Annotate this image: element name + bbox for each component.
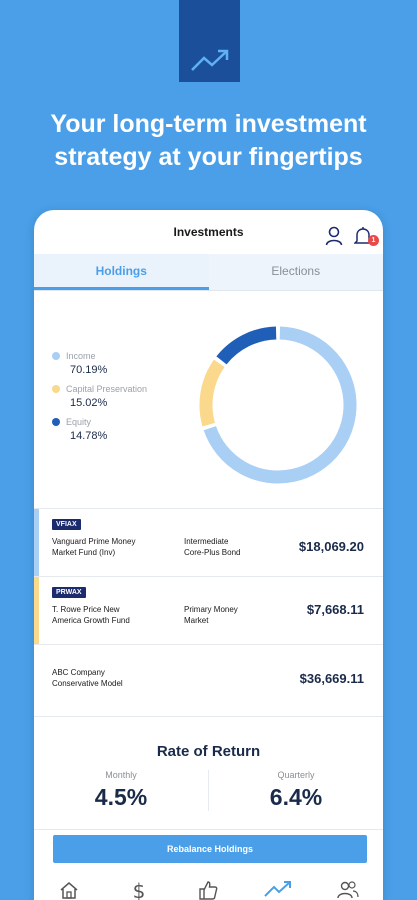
fund-category-line1: Intermediate <box>184 537 229 546</box>
fund-value: $18,069.20 <box>298 539 364 554</box>
legend-pct: 14.78% <box>70 430 108 442</box>
fund-category-line2: Core-Plus Bond <box>184 548 241 557</box>
rate-of-return-title: Rate of Return <box>156 743 261 760</box>
home-icon <box>60 882 78 899</box>
allocation-section: Income 70.19% Capital Preservation 15.02… <box>34 291 383 509</box>
trend-up-icon <box>264 881 292 897</box>
user-icon[interactable] <box>325 226 343 246</box>
monthly-return: Monthly 4.5% <box>34 770 208 811</box>
income-dot <box>52 352 60 360</box>
fund-name-line1: T. Rowe Price New <box>52 605 120 614</box>
tab-bar: Holdings Elections <box>34 254 383 291</box>
nav-performance[interactable] <box>243 876 313 900</box>
rebalance-holdings-button[interactable]: Rebalance Holdings <box>53 835 367 863</box>
monthly-value: 4.5% <box>94 784 148 810</box>
nav-people[interactable] <box>313 876 383 900</box>
brand-badge <box>179 0 240 82</box>
trend-up-icon <box>190 49 228 71</box>
monthly-label: Monthly <box>105 770 137 780</box>
holding-row[interactable]: VFIAX Vanguard Prime Money Market Fund (… <box>34 509 383 577</box>
legend-item-capital-preservation: Capital Preservation 15.02% <box>52 384 147 409</box>
fund-value: $7,668.11 <box>306 602 364 617</box>
headline-line1: Your long-term investment <box>50 110 367 138</box>
chart-legend: Income 70.19% Capital Preservation 15.02… <box>52 351 147 450</box>
legend-item-equity: Equity 14.78% <box>52 417 147 442</box>
legend-pct: 15.02% <box>70 397 108 409</box>
holding-color-stripe <box>34 577 39 644</box>
bell-icon[interactable] <box>354 226 372 246</box>
thumbs-up-icon <box>199 881 218 900</box>
phone-screen: Investments 1 Holdings Elections Income … <box>34 210 383 900</box>
legend-label: Capital Preservation <box>66 384 148 394</box>
bottom-nav: $ <box>34 876 383 900</box>
headline-line2: strategy at your fingertips <box>54 143 363 171</box>
rate-of-return-section: Rate of Return Monthly 4.5% Quarterly 6.… <box>34 717 383 830</box>
capital-preservation-dot <box>52 385 60 393</box>
legend-label: Equity <box>66 417 92 427</box>
fund-value: $36,669.11 <box>299 671 364 686</box>
fund-name-line1: Vanguard Prime Money <box>52 537 136 546</box>
donut-slice-income <box>203 326 357 484</box>
fund-name-line2: Market Fund (Inv) <box>52 548 116 557</box>
fund-name: ABC Company Conservative Model <box>52 667 167 689</box>
fund-name-line2: Conservative Model <box>52 679 123 688</box>
tab-elections[interactable]: Elections <box>271 264 321 278</box>
fund-category-line2: Market <box>184 616 209 625</box>
holding-row[interactable]: ABC Company Conservative Model $36,669.1… <box>34 645 383 717</box>
quarterly-label: Quarterly <box>277 770 315 780</box>
legend-label: Income <box>66 351 96 361</box>
nav-thumbs-up[interactable] <box>174 876 244 900</box>
quarterly-return: Quarterly 6.4% <box>208 770 383 811</box>
fund-name-line1: ABC Company <box>52 668 105 677</box>
app-header: Investments 1 <box>34 210 383 254</box>
legend-item-income: Income 70.19% <box>52 351 147 376</box>
allocation-donut-chart <box>199 326 357 484</box>
nav-home[interactable] <box>34 876 104 900</box>
fund-name: Vanguard Prime Money Market Fund (Inv) <box>52 536 167 558</box>
nav-dollar[interactable]: $ <box>104 876 174 900</box>
notification-badge: 1 <box>368 235 379 246</box>
quarterly-value: 6.4% <box>269 784 323 810</box>
holding-color-stripe <box>34 509 39 576</box>
fund-category: Primary Money Market <box>184 604 274 626</box>
donut-slice-capital-preservation <box>199 359 225 427</box>
legend-pct: 70.19% <box>70 364 108 376</box>
fund-name-line2: America Growth Fund <box>52 616 130 625</box>
ticker-badge: VFIAX <box>52 519 81 530</box>
headline: Your long-term investment strategy at yo… <box>0 108 417 174</box>
ticker-badge: PRWAX <box>52 587 86 598</box>
svg-text:$: $ <box>132 880 145 900</box>
fund-name: T. Rowe Price New America Growth Fund <box>52 604 167 626</box>
donut-slice-equity <box>216 326 277 365</box>
equity-dot <box>52 418 60 426</box>
people-icon <box>337 881 359 899</box>
tab-holdings[interactable]: Holdings <box>34 254 209 290</box>
page-title: Investments <box>173 225 244 239</box>
holding-row[interactable]: PRWAX T. Rowe Price New America Growth F… <box>34 577 383 645</box>
fund-category: Intermediate Core-Plus Bond <box>184 536 274 558</box>
fund-category-line1: Primary Money <box>184 605 238 614</box>
dollar-icon: $ <box>132 880 145 900</box>
